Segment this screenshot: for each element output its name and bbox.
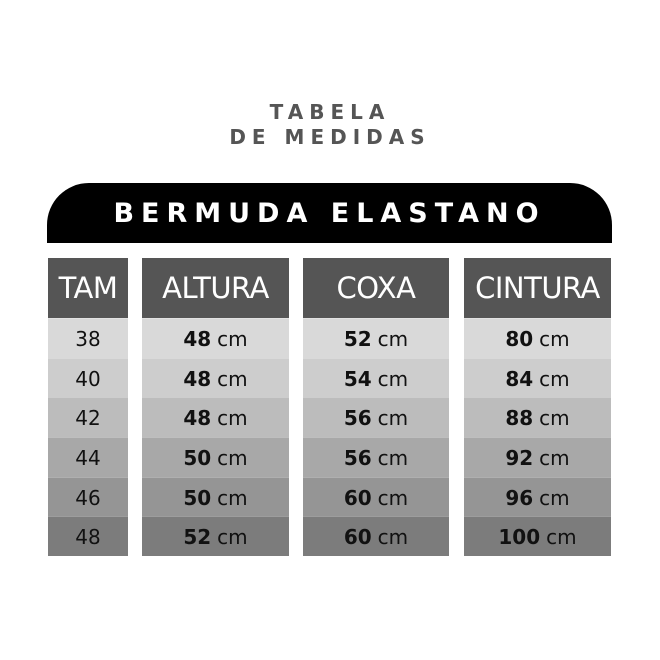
- table-cell: 88 cm: [464, 397, 611, 438]
- cell-value: 52: [183, 525, 212, 550]
- cell-unit: cm: [217, 446, 248, 471]
- table-cell: 44: [48, 437, 128, 477]
- table-cell: 48 cm: [142, 357, 289, 398]
- table-cell: 54 cm: [303, 357, 449, 398]
- column-header: ALTURA: [142, 258, 289, 318]
- cell-unit: cm: [377, 406, 409, 431]
- cell-value: 88: [505, 406, 534, 431]
- cell-unit: cm: [217, 327, 248, 351]
- cell-unit: cm: [546, 525, 577, 550]
- cell-unit: cm: [539, 446, 570, 471]
- cell-value: 50: [183, 446, 212, 471]
- table-cell: 96 cm: [464, 476, 611, 517]
- table-cell: 52 cm: [303, 318, 449, 358]
- cell-value: 48: [183, 366, 212, 391]
- cell-value: 60: [343, 525, 372, 550]
- cell-unit: cm: [377, 446, 409, 471]
- table-cell: 56 cm: [303, 397, 449, 438]
- cell-value: 50: [183, 485, 212, 510]
- cell-unit: cm: [217, 525, 248, 550]
- cell-unit: cm: [377, 366, 409, 391]
- cell-unit: cm: [539, 485, 570, 510]
- column-altura: ALTURA 48 cm 48 cm 48 cm 50 cm 50 cm 52 cm: [142, 258, 289, 557]
- column-tam: TAM 38 40 42 44 46 48: [48, 258, 128, 557]
- cell-unit: cm: [539, 327, 570, 351]
- cell-unit: cm: [377, 525, 409, 550]
- table-cell: 52 cm: [142, 516, 289, 557]
- cell-unit: cm: [377, 485, 409, 510]
- cell-unit: cm: [217, 366, 248, 391]
- table-cell: 50 cm: [142, 437, 289, 477]
- cell-value: 84: [505, 366, 534, 391]
- table-cell: 60 cm: [303, 476, 449, 517]
- table-cell: 48 cm: [142, 318, 289, 358]
- table-cell: 84 cm: [464, 357, 611, 398]
- table-cell: 92 cm: [464, 437, 611, 477]
- column-header: CINTURA: [464, 258, 611, 318]
- cell-unit: cm: [539, 406, 570, 431]
- table-cell: 100 cm: [464, 516, 611, 557]
- title-line-1: TABELA: [269, 100, 391, 124]
- cell-value: 54: [343, 366, 372, 391]
- cell-unit: cm: [377, 327, 409, 351]
- table-cell: 42: [48, 397, 128, 438]
- column-header: COXA: [303, 258, 449, 318]
- column-cintura: CINTURA 80 cm 84 cm 88 cm 92 cm 96 cm 100 cm: [464, 258, 611, 557]
- title-line-2: DE MEDIDAS: [229, 125, 431, 149]
- cell-value: 48: [183, 406, 212, 431]
- table-cell: 60 cm: [303, 516, 449, 557]
- table-cell: 48: [48, 516, 128, 557]
- cell-unit: cm: [217, 406, 248, 431]
- cell-unit: cm: [539, 366, 570, 391]
- cell-value: 52: [343, 327, 372, 351]
- table-cell: 38: [48, 318, 128, 358]
- product-banner: BERMUDA ELASTANO: [47, 183, 612, 243]
- cell-value: 92: [505, 446, 534, 471]
- table-cell: 80 cm: [464, 318, 611, 358]
- table-cell: 50 cm: [142, 476, 289, 517]
- cell-value: 48: [183, 327, 212, 351]
- column-coxa: COXA 52 cm 54 cm 56 cm 56 cm 60 cm 60 cm: [303, 258, 449, 557]
- table-cell: 48 cm: [142, 397, 289, 438]
- cell-value: 60: [343, 485, 372, 510]
- cell-value: 100: [498, 525, 541, 550]
- cell-value: 56: [343, 446, 372, 471]
- cell-value: 80: [505, 327, 534, 351]
- column-header: TAM: [48, 258, 128, 318]
- cell-value: 96: [505, 485, 534, 510]
- table-cell: 56 cm: [303, 437, 449, 477]
- table-cell: 46: [48, 476, 128, 517]
- cell-value: 56: [343, 406, 372, 431]
- cell-unit: cm: [217, 485, 248, 510]
- table-cell: 40: [48, 357, 128, 398]
